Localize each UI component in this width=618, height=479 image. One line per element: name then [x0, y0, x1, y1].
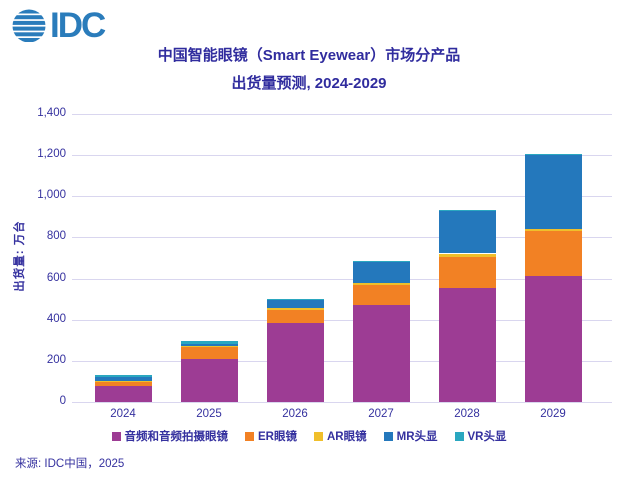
bar-segment-2028-AR眼镜 — [438, 253, 496, 257]
bar-segment-2026-AR眼镜 — [266, 308, 324, 311]
legend-swatch-音频和音频拍摄眼镜 — [111, 431, 121, 441]
y-tick-label-1200: 1,200 — [37, 148, 66, 161]
bar-segment-2025-VR头显 — [180, 341, 238, 344]
legend-item-MR头显: MR头显 — [383, 428, 438, 444]
bar-segment-2027-ER眼镜 — [352, 284, 410, 306]
gridline-1200 — [72, 155, 612, 157]
chart-title-line2: 出货量预测, 2024-2029 — [231, 75, 387, 92]
legend-swatch-AR眼镜 — [313, 431, 323, 441]
y-tick-label-800: 800 — [46, 230, 66, 243]
legend-label-音频和音频拍摄眼镜: 音频和音频拍摄眼镜 — [124, 431, 229, 443]
y-tick-label-1400: 1,400 — [37, 107, 66, 119]
idc-globe-icon — [12, 9, 46, 42]
bar-segment-2026-ER眼镜 — [266, 310, 324, 323]
bar-segment-2027-AR眼镜 — [352, 282, 410, 285]
x-axis-label-2029: 2029 — [540, 408, 566, 420]
legend-item-音频和音频拍摄眼镜: 音频和音频拍摄眼镜 — [111, 428, 229, 444]
x-axis-label-2024: 2024 — [110, 408, 136, 420]
x-axis-label-2025: 2025 — [196, 408, 222, 420]
bar-segment-2024-VR头显 — [94, 375, 152, 378]
gridline-400 — [72, 319, 612, 321]
legend-label-AR眼镜: AR眼镜 — [326, 431, 367, 443]
y-tick-label-400: 400 — [46, 312, 66, 325]
x-axis-label-2026: 2026 — [282, 408, 308, 420]
x-axis-label-2028: 2028 — [454, 408, 480, 420]
y-axis-tick-labels: 0 200 400 600 800 1,000 1,200 1,400 — [0, 107, 66, 407]
legend-item-VR头显: VR头显 — [454, 428, 507, 444]
legend-swatch-MR头显 — [383, 431, 393, 441]
bar-segment-2024-MR头显 — [94, 377, 152, 381]
bar-segment-2028-VR头显 — [438, 209, 496, 211]
y-tick-label-600: 600 — [46, 271, 66, 284]
bar-segment-2025-AR眼镜 — [180, 346, 238, 347]
bar-segment-2029-VR头显 — [524, 153, 582, 155]
bar-segment-2028-MR头显 — [438, 210, 496, 254]
gridline-1400 — [72, 114, 612, 115]
gridline-600 — [72, 278, 612, 280]
bar-segment-2025-ER眼镜 — [180, 346, 238, 359]
bar-segment-2026-VR头显 — [266, 299, 324, 301]
idc-logo: IDC — [10, 6, 106, 45]
bar-segment-2028-ER眼镜 — [438, 257, 496, 288]
x-axis-labels: 2024 2025 2026 2027 2028 2029 — [72, 408, 612, 424]
legend: 音频和音频拍摄眼镜 ER眼镜 AR眼镜 MR头显 VR头显 — [0, 428, 618, 444]
gridline-800 — [72, 237, 612, 239]
gridline-1000 — [72, 196, 612, 198]
bar-segment-2029-ER眼镜 — [524, 231, 582, 276]
bar-segment-2024-音频和音频拍摄眼镜 — [94, 385, 152, 402]
bar-segment-2026-MR头显 — [266, 300, 324, 309]
bar-segment-2027-音频和音频拍摄眼镜 — [352, 305, 410, 402]
plot-area — [72, 114, 612, 403]
gridline-0 — [72, 402, 612, 403]
bar-segment-2026-音频和音频拍摄眼镜 — [266, 322, 324, 402]
y-tick-label-200: 200 — [46, 353, 66, 366]
bar-segment-2029-MR头显 — [524, 154, 582, 229]
source-note: 来源: IDC中国，2025 — [15, 458, 125, 470]
y-tick-label-1000: 1,000 — [37, 189, 66, 202]
bar-segment-2025-MR头显 — [180, 343, 238, 347]
chart-title-line1: 中国智能眼镜（Smart Eyewear）市场分产品 — [157, 47, 461, 64]
bar-segment-2029-AR眼镜 — [524, 228, 582, 232]
bar-segment-2029-音频和音频拍摄眼镜 — [524, 275, 582, 402]
bar-segment-2027-VR头显 — [352, 260, 410, 262]
gridline-200 — [72, 360, 612, 362]
legend-item-AR眼镜: AR眼镜 — [313, 428, 367, 444]
legend-swatch-VR头显 — [454, 431, 464, 441]
bar-segment-2028-音频和音频拍摄眼镜 — [438, 287, 496, 402]
legend-label-VR头显: VR头显 — [467, 431, 507, 443]
bar-segment-2027-MR头显 — [352, 261, 410, 283]
legend-label-ER眼镜: ER眼镜 — [258, 431, 297, 443]
bar-segment-2024-ER眼镜 — [94, 381, 152, 386]
x-axis-label-2027: 2027 — [368, 408, 394, 420]
legend-swatch-ER眼镜 — [245, 431, 254, 441]
chart-title: 中国智能眼镜（Smart Eyewear）市场分产品 出货量预测, 2024-2… — [0, 42, 618, 98]
y-tick-label-0: 0 — [59, 395, 66, 407]
legend-label-MR头显: MR头显 — [396, 431, 438, 443]
bar-segment-2025-音频和音频拍摄眼镜 — [180, 358, 238, 402]
legend-item-ER眼镜: ER眼镜 — [245, 428, 297, 444]
idc-logo-text: IDC — [50, 6, 106, 45]
